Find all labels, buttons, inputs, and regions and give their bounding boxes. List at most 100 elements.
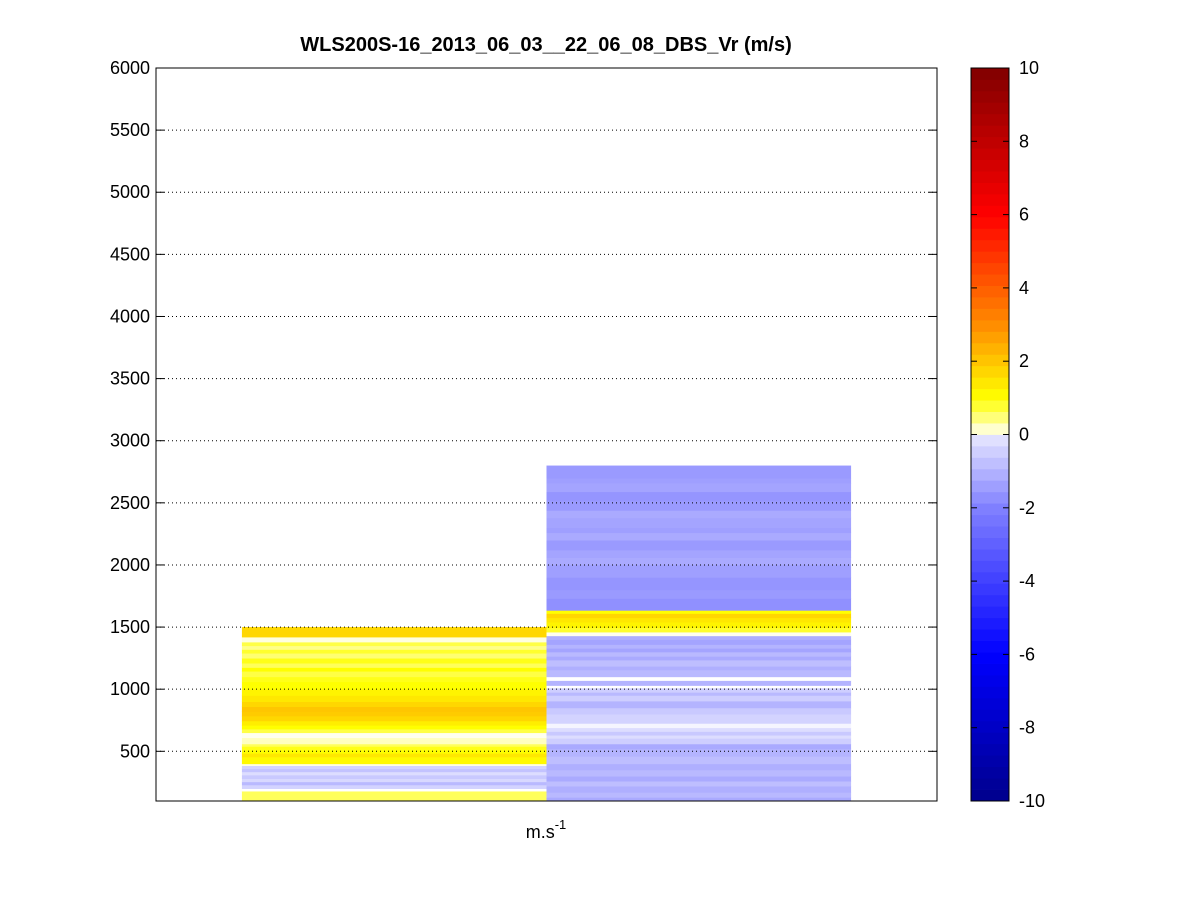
- colorbar: -10 -8 -6 -4 -2 0 2 4 6 8 10: [970, 58, 1045, 811]
- heatmap-cell: [241, 706, 547, 712]
- heatmap-cell: [241, 728, 547, 734]
- heatmap-cell: [546, 748, 852, 757]
- colorbar-level: [971, 193, 1009, 206]
- colorbar-level: [971, 251, 1009, 264]
- heatmap-cell: [241, 695, 547, 703]
- heatmap-cell: [546, 776, 852, 782]
- plot-area: 500 1000 1500 2000 2500 3000 3500 4000 4500 5000 5…: [110, 58, 938, 802]
- heatmap-cell: [546, 656, 852, 661]
- colorbar-level: [971, 640, 1009, 653]
- heatmap-cell: [546, 659, 852, 667]
- heatmap-cell: [546, 756, 852, 765]
- heatmap-cell: [546, 669, 852, 678]
- colorbar-level: [971, 457, 1009, 470]
- y-tick-label: 3000: [110, 431, 150, 451]
- colorbar-level: [971, 583, 1009, 596]
- heatmap-cell: [241, 784, 547, 789]
- heatmap-cell: [546, 550, 852, 558]
- y-tick-label: 4000: [110, 306, 150, 326]
- heatmap-cell: [241, 771, 547, 776]
- heatmap-cell: [546, 685, 852, 689]
- colorbar-level: [971, 617, 1009, 630]
- heatmap-cell: [546, 797, 852, 802]
- colorbar-level: [971, 239, 1009, 252]
- colorbar-tick-label: 2: [1019, 351, 1029, 371]
- y-tick-label: 1000: [110, 679, 150, 699]
- colorbar-level: [971, 675, 1009, 687]
- colorbar-level: [971, 652, 1009, 664]
- y-tick-label: 6000: [110, 58, 150, 78]
- heatmap-cell: [546, 532, 852, 541]
- heatmap-cell: [241, 756, 547, 765]
- colorbar-level: [971, 228, 1009, 241]
- heatmap-cell: [241, 681, 547, 690]
- heatmap-cell: [546, 617, 852, 623]
- heatmap-cell: [546, 792, 852, 798]
- heatmap-cell: [546, 666, 852, 671]
- heatmap-cell: [546, 622, 852, 629]
- colorbar-level: [971, 732, 1009, 745]
- heatmap-cell: [546, 517, 852, 529]
- colorbar-level: [971, 755, 1009, 768]
- colorbar-level: [971, 663, 1009, 676]
- heatmap-cell: [546, 491, 852, 501]
- colorbar-level: [971, 480, 1009, 493]
- heatmap-cell: [241, 637, 547, 643]
- heatmap-cell: [546, 738, 852, 745]
- heatmap-cell: [241, 653, 547, 659]
- colorbar-level: [971, 354, 1009, 367]
- heatmap-cell: [546, 644, 852, 649]
- colorbar-tick-label: -10: [1019, 791, 1045, 811]
- colorbar-level: [971, 285, 1009, 298]
- colorbar-level: [971, 216, 1009, 229]
- y-tick-label: 1500: [110, 617, 150, 637]
- colorbar-level: [971, 411, 1009, 424]
- heatmap-cell: [546, 676, 852, 681]
- colorbar-level: [971, 159, 1009, 172]
- heatmap-cell: [546, 687, 852, 693]
- heatmap-cell: [546, 510, 852, 519]
- colorbar-level: [971, 400, 1009, 412]
- heatmap-cell: [241, 765, 547, 770]
- heatmap-cell: [546, 714, 852, 724]
- heatmap-cell: [546, 482, 852, 493]
- colorbar-level: [971, 629, 1009, 642]
- heatmap-cell: [241, 732, 547, 739]
- heatmap-cell: [546, 731, 852, 736]
- colorbar-levels: [971, 68, 1009, 802]
- chart-title: WLS200S-16_2013_06_03__22_06_08_DBS_Vr (…: [300, 34, 791, 56]
- colorbar-level: [971, 319, 1009, 332]
- colorbar-tick-label: 8: [1019, 131, 1029, 151]
- colorbar-level: [971, 560, 1009, 573]
- heatmap-cell: [546, 627, 852, 633]
- colorbar-level: [971, 514, 1009, 527]
- heatmap-cell: [546, 680, 852, 686]
- heatmap-cell: [241, 627, 547, 638]
- heatmap-cell: [546, 632, 852, 637]
- heatmap-cell: [241, 750, 547, 754]
- y-tick-label: 5500: [110, 120, 150, 140]
- heatmap-cell: [546, 727, 852, 732]
- heatmap-cell: [546, 648, 852, 653]
- colorbar-tick-label: 0: [1019, 425, 1029, 445]
- heatmap-cell: [546, 781, 852, 787]
- heatmap-cell: [241, 641, 547, 647]
- colorbar-tick-label: -6: [1019, 644, 1035, 664]
- colorbar-level: [971, 720, 1009, 733]
- colorbar-level: [971, 262, 1009, 275]
- heatmap-cell: [546, 639, 852, 645]
- colorbar-level: [971, 68, 1009, 80]
- heatmap-cell: [241, 763, 547, 766]
- colorbar-level: [971, 686, 1009, 699]
- heatmap-cell: [241, 663, 547, 668]
- axes-frame: [155, 67, 938, 802]
- heatmap-cell: [546, 465, 852, 479]
- heatmap-cell: [241, 658, 547, 664]
- heatmap-cell: [546, 500, 852, 511]
- heatmap-cell: [546, 613, 852, 619]
- colorbar-level: [971, 434, 1009, 447]
- y-axis-ticks: 500 1000 1500 2000 2500 3000 3500 4000 4500 5000 5…: [110, 58, 937, 761]
- heatmap-cell: [546, 651, 852, 657]
- heatmap-cell: [241, 746, 547, 751]
- colorbar-tick-label: 10: [1019, 58, 1039, 78]
